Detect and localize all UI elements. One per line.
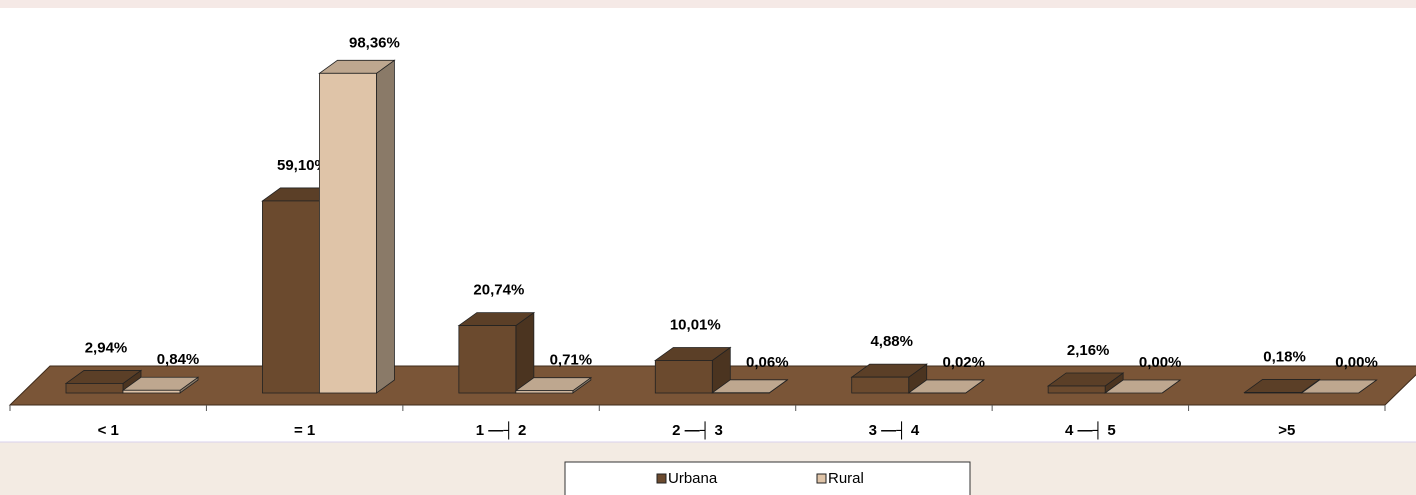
bar-front xyxy=(654,360,713,394)
data-label: 0,00% xyxy=(1139,354,1182,371)
bar-side xyxy=(376,59,395,394)
bar-front xyxy=(1244,392,1302,394)
data-label: 0,00% xyxy=(1335,354,1378,371)
data-label: 4,88% xyxy=(870,333,913,350)
legend xyxy=(564,461,971,495)
bar xyxy=(850,363,928,394)
bar-front xyxy=(1047,385,1106,394)
bar-front xyxy=(515,390,574,394)
legend-swatch xyxy=(656,473,667,484)
data-label: 0,71% xyxy=(550,352,593,369)
bar-front xyxy=(122,389,181,394)
legend-label: Rural xyxy=(828,470,864,487)
top-band xyxy=(0,0,1416,8)
x-tick-label: 1 —┤ 2 xyxy=(476,421,527,440)
bar xyxy=(457,311,536,394)
x-tick-label: >5 xyxy=(1278,422,1295,439)
bar xyxy=(1300,379,1378,394)
bar xyxy=(1046,372,1125,394)
bar xyxy=(907,379,985,394)
data-label: 20,74% xyxy=(473,282,524,299)
bar xyxy=(514,376,593,394)
data-label: 98,36% xyxy=(349,34,400,51)
bar-top xyxy=(1300,379,1378,394)
bar-front xyxy=(319,72,377,394)
data-label: 59,10% xyxy=(277,157,328,174)
bar xyxy=(121,376,200,394)
data-label: 2,94% xyxy=(85,339,128,356)
bar xyxy=(318,59,396,394)
bar xyxy=(1103,379,1182,394)
data-label: 0,84% xyxy=(157,351,200,368)
bar-front xyxy=(458,325,517,394)
x-tick-label: 2 —┤ 3 xyxy=(672,421,723,440)
x-tick-label: < 1 xyxy=(98,422,119,439)
data-label: 2,16% xyxy=(1067,342,1110,359)
bar xyxy=(654,346,732,394)
bar-top xyxy=(1103,379,1182,394)
x-tick-label: 3 —┤ 4 xyxy=(869,421,920,440)
bar-front xyxy=(65,383,124,394)
bar-front xyxy=(851,376,910,394)
bar xyxy=(64,369,143,394)
data-label: 0,02% xyxy=(942,354,985,371)
bar-front xyxy=(262,200,320,394)
bar xyxy=(711,379,789,394)
data-label: 10,01% xyxy=(670,316,721,333)
legend-label: Urbana xyxy=(668,470,718,487)
legend-swatch xyxy=(816,473,827,484)
x-tick-label: 4 —┤ 5 xyxy=(1065,421,1116,440)
data-label: 0,18% xyxy=(1263,348,1306,365)
data-label: 0,06% xyxy=(746,354,789,371)
x-tick-label: = 1 xyxy=(294,422,315,439)
